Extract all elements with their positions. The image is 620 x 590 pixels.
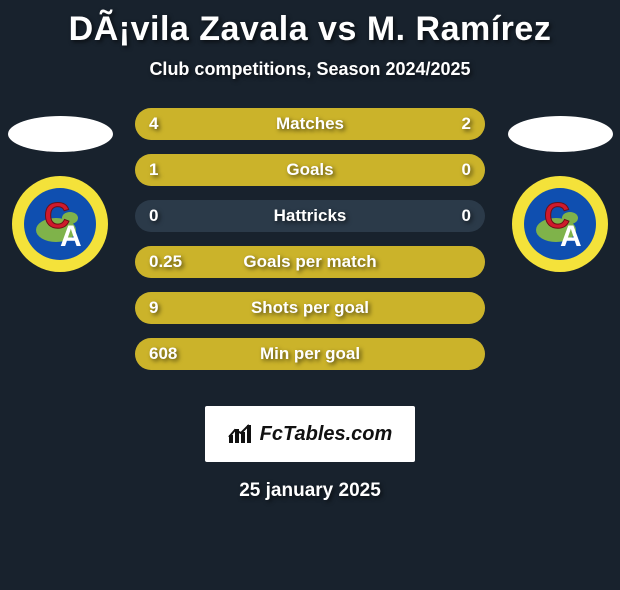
svg-text:A: A xyxy=(60,220,82,253)
subtitle: Club competitions, Season 2024/2025 xyxy=(0,59,620,80)
stat-row: 608Min per goal xyxy=(135,338,485,370)
stat-row: 1Goals0 xyxy=(135,154,485,186)
player-right-photo-placeholder xyxy=(508,116,613,152)
comparison-panel: C A 4Matches21Goals00Hattricks00.25Goals… xyxy=(0,108,620,398)
stat-value-right: 2 xyxy=(462,114,471,134)
stat-value-right: 0 xyxy=(462,160,471,180)
stat-label: Hattricks xyxy=(135,206,485,226)
date-text: 25 january 2025 xyxy=(0,480,620,502)
stat-label: Shots per goal xyxy=(135,298,485,318)
branding-box: FcTables.com xyxy=(205,406,415,462)
club-badge-left: C A xyxy=(10,174,110,274)
player-right-column: C A xyxy=(500,108,620,274)
stat-label: Goals per match xyxy=(135,252,485,272)
svg-text:A: A xyxy=(560,220,582,253)
stat-row: 4Matches2 xyxy=(135,108,485,140)
club-badge-right: C A xyxy=(510,174,610,274)
stat-label: Min per goal xyxy=(135,344,485,364)
page-title: DÃ¡vila Zavala vs M. Ramírez xyxy=(0,10,620,49)
stat-label: Matches xyxy=(135,114,485,134)
branding-text: FcTables.com xyxy=(260,423,393,446)
stat-bars: 4Matches21Goals00Hattricks00.25Goals per… xyxy=(135,108,485,384)
stat-row: 0.25Goals per match xyxy=(135,246,485,278)
stat-label: Goals xyxy=(135,160,485,180)
stat-value-right: 0 xyxy=(462,206,471,226)
player-left-photo-placeholder xyxy=(8,116,113,152)
stat-row: 9Shots per goal xyxy=(135,292,485,324)
stat-row: 0Hattricks0 xyxy=(135,200,485,232)
player-left-column: C A xyxy=(0,108,120,274)
chart-icon xyxy=(228,423,254,445)
